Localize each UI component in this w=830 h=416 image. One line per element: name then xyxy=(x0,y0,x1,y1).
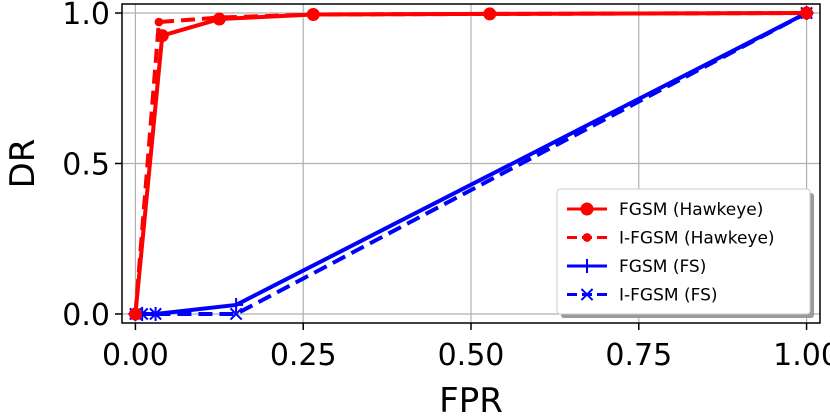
legend: FGSM (Hawkeye) I-FGSM (Hawkeye) FGSM (FS) I… xyxy=(556,188,814,318)
data-point xyxy=(306,8,320,22)
legend-label: FGSM (FS) xyxy=(619,257,706,277)
ticks: 0.00 0.25 0.50 0.75 1.00 0.0 0.5 1.0 xyxy=(62,0,830,373)
legend-entry: I-FGSM (FS) xyxy=(567,286,718,306)
legend-label: I-FGSM (Hawkeye) xyxy=(619,229,775,249)
data-point xyxy=(148,306,163,321)
legend-entry: FGSM (Hawkeye) xyxy=(567,200,763,220)
y-tick-label: 0.5 xyxy=(62,148,110,183)
y-axis-label: DR xyxy=(3,139,43,189)
data-point xyxy=(580,202,594,216)
data-point xyxy=(154,17,164,27)
y-tick-label: 0.0 xyxy=(62,298,110,333)
data-point xyxy=(582,233,592,242)
x-tick-label: 0.25 xyxy=(270,338,337,373)
legend-entry: I-FGSM (Hawkeye) xyxy=(567,229,775,249)
legend-label: I-FGSM (FS) xyxy=(619,286,718,306)
data-point xyxy=(128,307,142,321)
data-point xyxy=(800,6,814,20)
data-point xyxy=(580,288,594,301)
data-point xyxy=(229,307,243,321)
legend-entry: FGSM (FS) xyxy=(567,257,706,277)
legend-label: FGSM (Hawkeye) xyxy=(619,200,763,220)
data-point xyxy=(580,259,594,273)
series-layer xyxy=(128,6,814,321)
y-tick-label: 1.0 xyxy=(62,0,110,32)
legend-box xyxy=(556,188,811,315)
data-point xyxy=(155,29,169,43)
data-point xyxy=(212,12,226,26)
data-point xyxy=(483,7,497,21)
x-tick-label: 0.50 xyxy=(438,338,505,373)
series-0 xyxy=(128,6,814,321)
x-tick-label: 1.00 xyxy=(773,338,830,373)
data-point xyxy=(229,297,244,312)
x-axis-label: FPR xyxy=(439,381,503,416)
x-tick-label: 0.75 xyxy=(605,338,672,373)
x-tick-label: 0.00 xyxy=(102,338,169,373)
series-line xyxy=(133,11,807,315)
